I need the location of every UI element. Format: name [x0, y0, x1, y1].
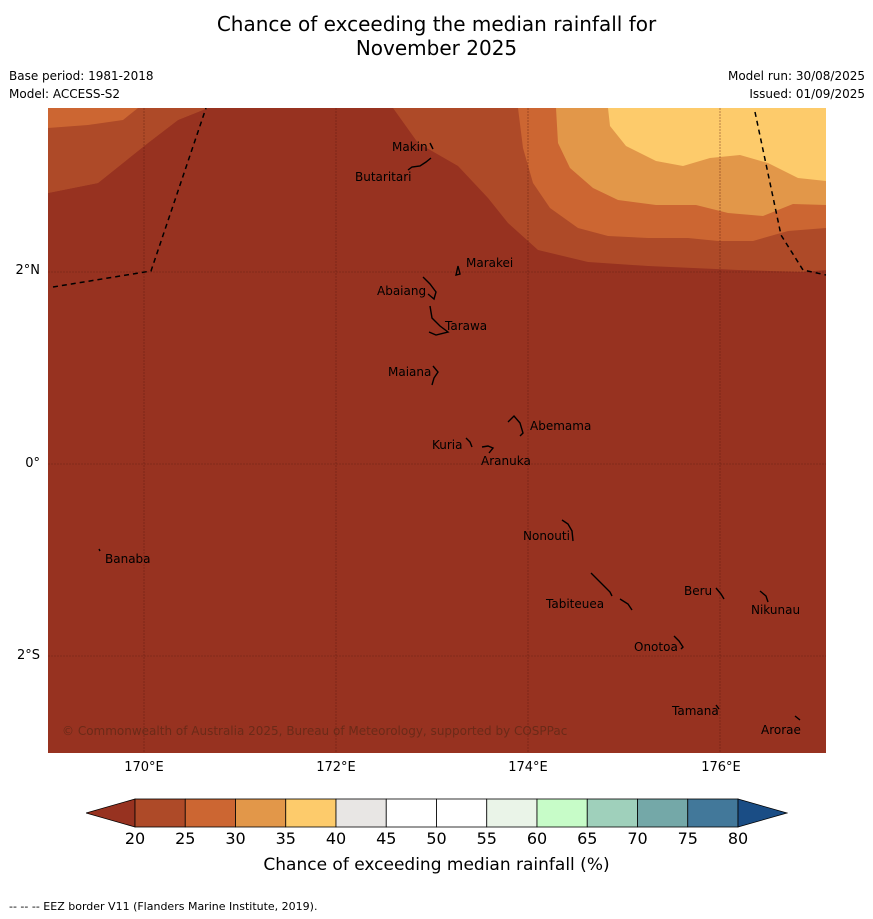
place-label-kuria: Kuria [432, 438, 463, 452]
colorbar-cell [486, 798, 538, 828]
island-outline-icon [422, 276, 437, 301]
colorbar-tick-label: 30 [225, 829, 246, 848]
band-30-35-west [48, 108, 138, 128]
eez-border [52, 108, 826, 288]
lat-label-2n: 2°N [15, 263, 41, 278]
lon-label-176e: 176°E [701, 760, 741, 775]
place-label-nikunau: Nikunau [751, 603, 801, 617]
place-label-maiana: Maiana [388, 365, 432, 379]
island-outline-icon [715, 587, 725, 600]
island-outline-icon [715, 704, 720, 710]
colorbar-cell [687, 798, 739, 828]
issued-text: Issued: 01/09/2025 [749, 87, 865, 101]
colorbar-cell [536, 798, 588, 828]
place-label-butaritari: Butaritari [355, 170, 412, 184]
eez-footer-note: -- -- -- EEZ border V11 (Flanders Marine… [9, 900, 318, 913]
model-run-text: Model run: 30/08/2025 [727, 69, 865, 83]
map-title-line1: Chance of exceeding the median rainfall … [216, 12, 657, 36]
colorbar-tick-label: 45 [376, 829, 397, 848]
colorbar-tick-label: 25 [175, 829, 196, 848]
band-25-30-west [48, 108, 208, 193]
place-label-nonouti: Nonouti [523, 529, 570, 543]
colorbar-tick-label: 70 [627, 829, 648, 848]
colorbar-tick-label: 65 [577, 829, 598, 848]
colorbar-tick-label: 75 [677, 829, 698, 848]
place-label-makin: Makin [392, 140, 428, 154]
island-outline-icon [98, 548, 101, 552]
island-outline-icon [794, 715, 801, 721]
colorbar-cell [285, 798, 337, 828]
place-label-beru: Beru [684, 584, 713, 598]
colorbar-tick-label: 80 [727, 829, 749, 848]
colorbar-cell [586, 798, 638, 828]
colorbar-cell [235, 798, 287, 828]
island-outline-icon [619, 598, 633, 611]
island-outline-icon [431, 365, 439, 386]
copyright-text: © Commonwealth of Australia 2025, Bureau… [62, 724, 568, 738]
place-label-tarawa: Tarawa [445, 319, 488, 333]
island-outlines [98, 142, 801, 721]
colorbar-cell [335, 798, 387, 828]
island-outline-icon [759, 590, 769, 603]
place-label-tamana: Tamana [672, 704, 719, 718]
lon-label-174e: 174°E [508, 760, 548, 775]
lon-label-170e: 170°E [124, 760, 164, 775]
colorbar-tick-label: 50 [426, 829, 447, 848]
band-40-45 [608, 108, 826, 181]
island-outline-icon [429, 142, 434, 150]
colorbar-cell [134, 798, 186, 828]
colorbar-cell [385, 798, 437, 828]
lat-label-2s: 2°S [16, 648, 40, 663]
colorbar-tick-label: 20 [124, 829, 146, 848]
map-title: Chance of exceeding the median rainfall … [0, 12, 873, 60]
map-title-line2: November 2025 [355, 36, 518, 60]
colorbar-extend-high [737, 798, 788, 828]
colorbar-cell [436, 798, 488, 828]
colorbar-extend-low [86, 798, 136, 828]
island-outline-icon [428, 305, 450, 336]
place-label-abaiang: Abaiang [377, 284, 427, 298]
island-outline-icon [673, 635, 684, 650]
colorbar-tick-label: 40 [325, 829, 347, 848]
place-label-tabiteuea: Tabiteuea [546, 597, 605, 611]
colorbar [86, 798, 788, 828]
model-text: Model: ACCESS-S2 [9, 87, 121, 101]
place-label-onotoa: Onotoa [634, 640, 678, 654]
graticule [48, 108, 826, 753]
colorbar-tick-label: 60 [526, 829, 548, 848]
island-outline-icon [465, 437, 473, 448]
colorbar-cell [637, 798, 689, 828]
island-outline-icon [407, 157, 432, 171]
colorbar-tick-label: 35 [275, 829, 296, 848]
colorbar-tick-label: 55 [476, 829, 497, 848]
place-label-aranuka: Aranuka [481, 454, 531, 468]
lon-label-172e: 172°E [316, 760, 356, 775]
lat-label-0: 0° [25, 456, 40, 471]
colorbar-title: Chance of exceeding median rainfall (%) [263, 855, 610, 875]
colorbar-cell [184, 798, 236, 828]
island-outline-icon [561, 519, 574, 542]
island-outline-icon [507, 414, 524, 437]
map-canvas [48, 108, 826, 753]
colorbar-cells [86, 798, 788, 828]
place-label-arorae: Arorae [761, 723, 801, 737]
place-label-abemama: Abemama [530, 419, 592, 433]
island-outline-icon [481, 445, 495, 454]
island-outline-icon [590, 572, 613, 597]
place-label-marakei: Marakei [466, 256, 514, 270]
island-outline-icon [455, 265, 461, 276]
rainfall-map [48, 108, 826, 753]
base-period-text: Base period: 1981-2018 [9, 69, 154, 83]
place-label-banaba: Banaba [105, 552, 151, 566]
